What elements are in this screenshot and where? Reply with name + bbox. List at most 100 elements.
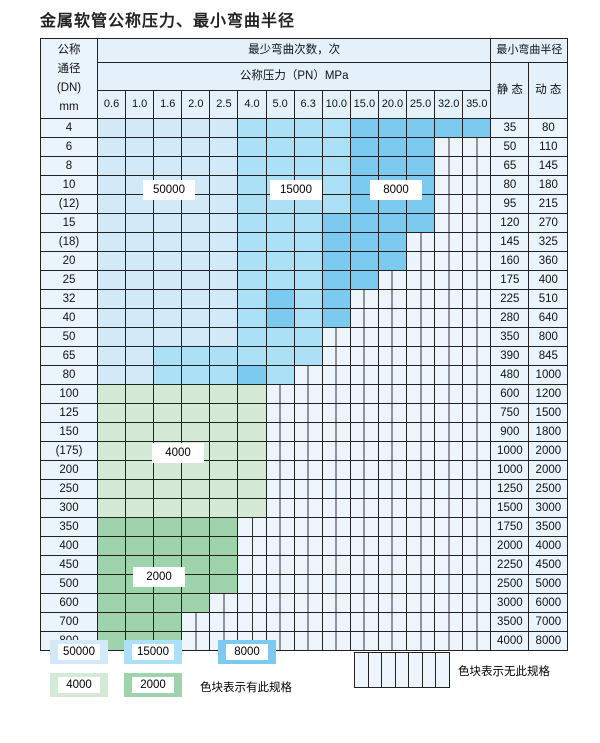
no-spec-cell <box>293 631 323 651</box>
spec-available-cell <box>181 574 211 594</box>
spec-available-cell <box>153 479 183 499</box>
spec-available-cell <box>237 460 267 480</box>
dynamic-radius-cell: 4500 <box>528 555 569 575</box>
spec-available-cell <box>125 213 155 233</box>
no-spec-cell <box>462 517 492 537</box>
dynamic-radius-cell: 3000 <box>528 498 569 518</box>
no-spec-cell <box>434 251 464 271</box>
spec-available-cell <box>321 289 351 309</box>
no-spec-cell <box>434 137 464 157</box>
no-spec-cell <box>434 327 464 347</box>
no-spec-cell <box>377 555 408 575</box>
spec-available-cell <box>96 251 127 271</box>
static-radius-cell: 750 <box>490 403 530 423</box>
dynamic-radius-cell: 2000 <box>528 441 569 461</box>
spec-available-cell <box>293 232 323 252</box>
spec-available-cell <box>125 612 155 632</box>
no-spec-cell <box>406 327 436 347</box>
page-title: 金属软管公称压力、最小弯曲半径 <box>40 11 296 30</box>
no-spec-cell <box>349 574 379 594</box>
spec-available-cell <box>153 498 183 518</box>
static-radius-cell: 1250 <box>490 479 530 499</box>
no-spec-cell <box>434 308 464 328</box>
spec-available-cell <box>125 156 155 176</box>
no-spec-cell <box>321 536 351 556</box>
spec-available-cell <box>181 232 211 252</box>
dn-header-line: 通径 <box>57 62 81 75</box>
no-spec-cell <box>321 555 351 575</box>
spec-available-cell <box>96 574 127 594</box>
no-spec-cell <box>377 441 408 461</box>
legend-label: 50000 <box>58 644 100 660</box>
spec-available-cell <box>96 593 127 613</box>
static-radius-cell: 280 <box>490 308 530 328</box>
spec-available-cell <box>96 175 127 195</box>
no-spec-cell <box>434 365 464 385</box>
no-spec-cell <box>434 289 464 309</box>
spec-available-cell <box>181 327 211 347</box>
table-row: 40 280 640 <box>40 308 569 328</box>
no-spec-cell <box>293 612 323 632</box>
table-row: 20 160 360 <box>40 251 569 271</box>
no-spec-cell <box>434 536 464 556</box>
spec-available-cell <box>125 536 155 556</box>
spec-available-cell <box>181 365 211 385</box>
dynamic-radius-cell: 270 <box>528 213 569 233</box>
spec-available-cell <box>96 517 127 537</box>
spec-available-cell <box>209 213 239 233</box>
static-radius-cell: 1750 <box>490 517 530 537</box>
spec-available-cell <box>153 270 183 290</box>
spec-available-cell <box>265 327 295 347</box>
spec-available-cell <box>181 289 211 309</box>
spec-available-cell <box>153 251 183 271</box>
no-spec-cell <box>406 612 436 632</box>
no-spec-cell <box>377 593 408 613</box>
static-radius-cell: 3500 <box>490 612 530 632</box>
dn-cell: 20 <box>40 251 98 271</box>
spec-available-cell <box>237 137 267 157</box>
no-spec-cell <box>293 555 323 575</box>
no-spec-cell <box>349 479 379 499</box>
no-spec-cell <box>349 631 379 651</box>
spec-available-cell <box>153 365 183 385</box>
pressure-col-header: 4.0 <box>237 90 267 119</box>
spec-available-cell <box>153 593 183 613</box>
dynamic-radius-cell: 1000 <box>528 365 569 385</box>
spec-available-cell <box>96 422 127 442</box>
legend-swatch-50000: 50000 <box>50 640 108 664</box>
spec-available-cell <box>153 346 183 366</box>
spec-available-cell <box>96 460 127 480</box>
spec-available-cell <box>209 555 239 575</box>
no-spec-cell <box>434 175 464 195</box>
spec-available-cell <box>209 517 239 537</box>
no-spec-cell <box>462 593 492 613</box>
region-label-50000: 50000 <box>143 180 195 200</box>
no-spec-cell <box>293 498 323 518</box>
no-spec-cell <box>462 479 492 499</box>
static-radius-cell: 600 <box>490 384 530 404</box>
no-spec-cell <box>406 555 436 575</box>
dn-cell: 150 <box>40 422 98 442</box>
no-spec-cell <box>434 270 464 290</box>
no-spec-cell <box>265 384 295 404</box>
no-spec-cell <box>321 517 351 537</box>
dynamic-radius-cell: 145 <box>528 156 569 176</box>
spec-available-cell <box>237 156 267 176</box>
static-radius-cell: 3000 <box>490 593 530 613</box>
spec-available-cell <box>237 270 267 290</box>
spec-available-cell <box>349 118 379 138</box>
legend-label: 2000 <box>132 677 174 693</box>
spec-available-cell <box>153 308 183 328</box>
static-radius-cell: 120 <box>490 213 530 233</box>
no-spec-cell <box>434 631 464 651</box>
dynamic-radius-cell: 360 <box>528 251 569 271</box>
no-spec-cell <box>462 422 492 442</box>
table-row: 25 175 400 <box>40 270 569 290</box>
spec-available-cell <box>265 118 295 138</box>
pressure-col-header: 1.6 <box>153 90 183 119</box>
spec-available-cell <box>153 156 183 176</box>
dn-header-line: (DN) <box>56 81 82 94</box>
no-spec-cell <box>434 517 464 537</box>
spec-available-cell <box>237 118 267 138</box>
spec-available-cell <box>153 536 183 556</box>
